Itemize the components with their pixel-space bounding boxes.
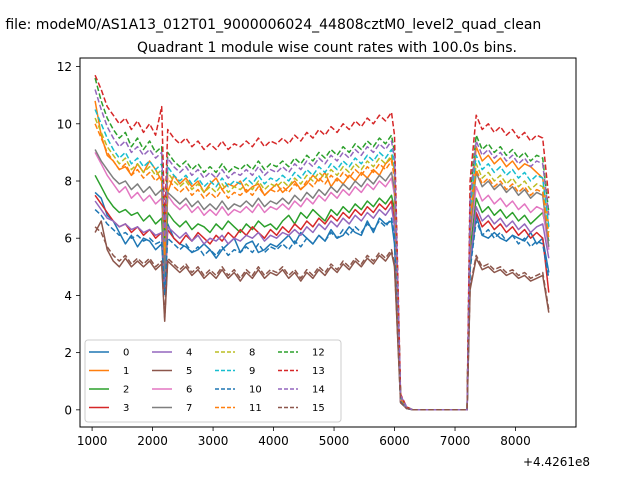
x-offset-label: +4.4261e8 [523, 455, 590, 469]
legend-label-0: 0 [123, 348, 129, 359]
legend-label-7: 7 [186, 403, 192, 414]
y-axis: 0 2 4 6 8 10 12 [57, 60, 80, 417]
y-tick-label: 6 [64, 232, 72, 246]
y-tick-label: 12 [57, 60, 72, 74]
series-layer [94, 74, 550, 411]
legend-label-8: 8 [249, 348, 255, 359]
legend-box [84, 339, 342, 423]
legend-label-14: 14 [312, 385, 325, 396]
x-tick-label: 7000 [440, 434, 471, 448]
series-line-15 [94, 226, 550, 411]
series-line-10 [94, 209, 550, 411]
plot-frame [79, 57, 577, 428]
x-tick-label: 4000 [258, 434, 289, 448]
legend-label-10: 10 [249, 385, 262, 396]
x-tick-label: 5000 [319, 434, 350, 448]
legend-label-13: 13 [312, 366, 325, 377]
y-tick-label: 2 [64, 346, 72, 360]
y-tick-label: 0 [64, 403, 72, 417]
legend-label-4: 4 [186, 348, 192, 359]
x-tick-label: 2000 [137, 434, 168, 448]
legend-label-11: 11 [249, 403, 262, 414]
y-tick-label: 4 [64, 289, 72, 303]
legend-label-1: 1 [123, 366, 129, 377]
legend-label-3: 3 [123, 403, 129, 414]
legend-label-2: 2 [123, 385, 129, 396]
y-tick-label: 10 [57, 117, 72, 131]
series-line-4 [94, 200, 550, 411]
legend-label-6: 6 [186, 385, 192, 396]
y-tick-label: 8 [64, 175, 72, 189]
x-tick-label: 8000 [500, 434, 531, 448]
x-tick-label: 6000 [379, 434, 410, 448]
legend-label-15: 15 [312, 403, 325, 414]
figure-suptitle: n file: modeM0/AS1A13_012T01_9000006024_… [0, 17, 541, 33]
x-tick-label: 3000 [198, 434, 229, 448]
legend-label-12: 12 [312, 348, 325, 359]
legend-label-9: 9 [249, 366, 255, 377]
x-axis: 1000 2000 3000 4000 5000 6000 7000 8000 [77, 427, 531, 448]
x-tick-label: 1000 [77, 434, 108, 448]
series-line-13 [94, 74, 550, 411]
series-line-14 [94, 89, 550, 411]
legend-label-5: 5 [186, 366, 192, 377]
chart-title: Quadrant 1 module wise count rates with … [137, 40, 517, 56]
